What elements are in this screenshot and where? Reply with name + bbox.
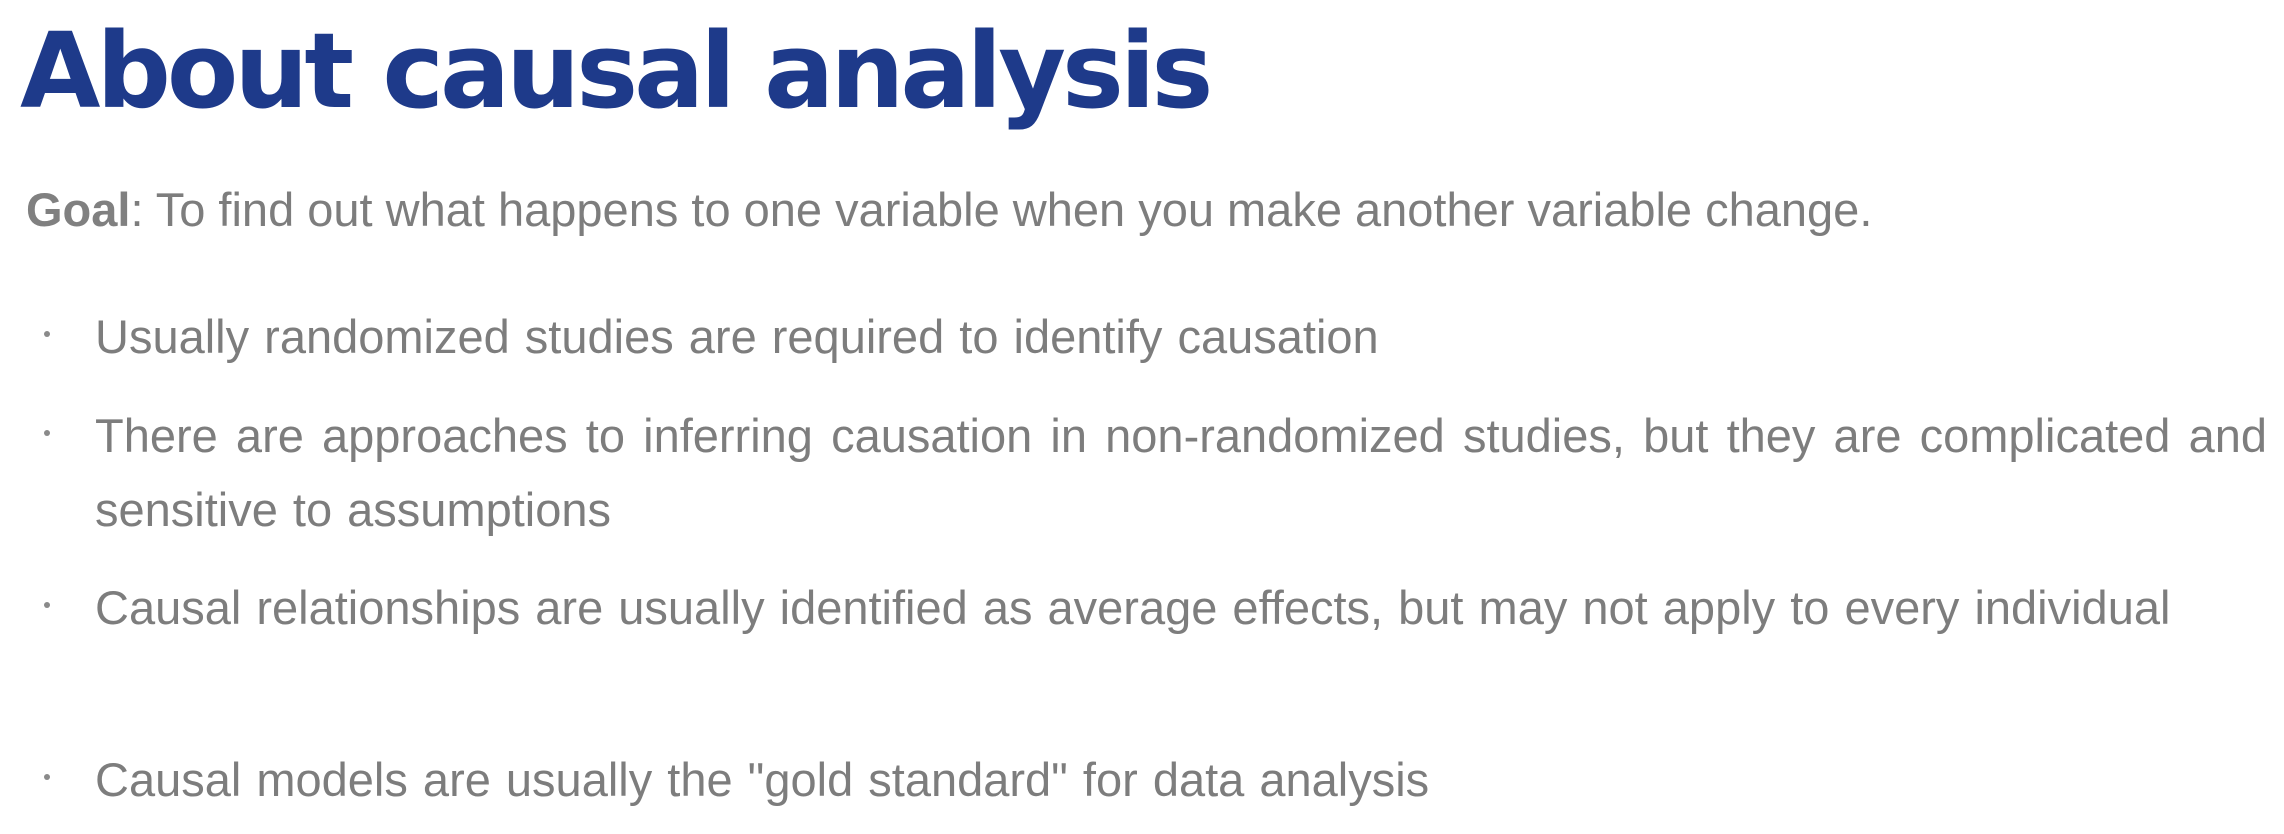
bullet-dot-icon — [44, 430, 50, 436]
bullet-text: There are approaches to inferring causat… — [95, 409, 2267, 536]
bullet-text: Usually randomized studies are required … — [95, 310, 1379, 363]
bullet-text: Causal models are usually the "gold stan… — [95, 753, 1430, 806]
bullet-dot-icon — [44, 602, 50, 608]
bullet-dot-icon — [44, 774, 50, 780]
goal-label: Goal — [26, 183, 131, 236]
goal-statement: Goal: To find out what happens to one va… — [26, 182, 1872, 238]
bullet-text: Causal relationships are usually identif… — [95, 581, 2171, 634]
slide-title: About causal analysis — [20, 10, 1213, 132]
goal-text: : To find out what happens to one variab… — [130, 183, 1873, 236]
bullet-dot-icon — [44, 331, 50, 337]
